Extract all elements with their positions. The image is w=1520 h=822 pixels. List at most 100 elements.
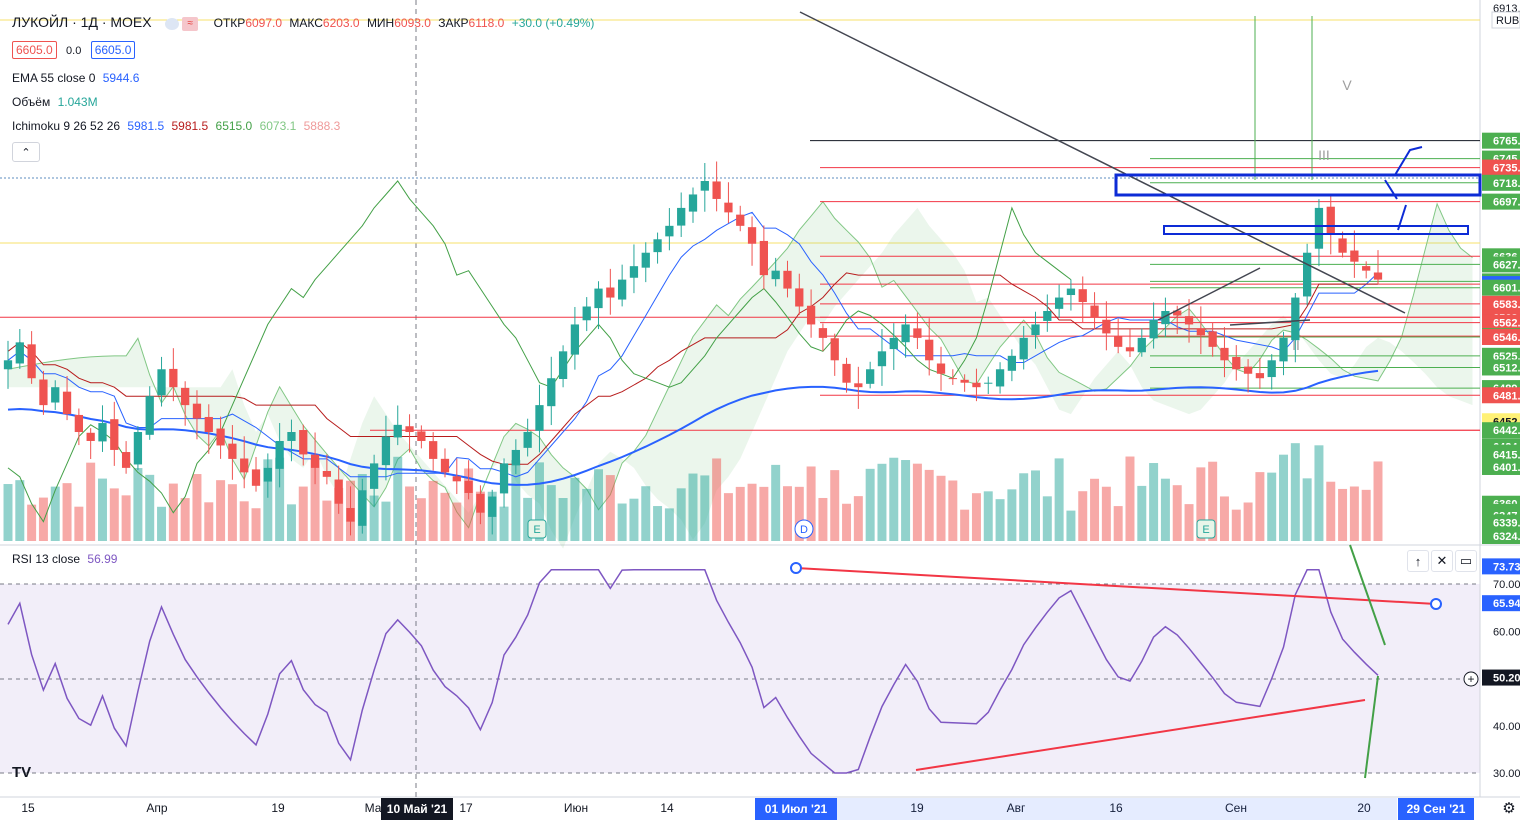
candle-body — [1078, 289, 1087, 303]
sell-price-button[interactable]: 6605.0 — [12, 41, 57, 59]
candle — [570, 306, 580, 370]
price-label-text: 6601.0 — [1493, 283, 1520, 295]
candle — [1031, 311, 1040, 349]
volume-bar — [747, 483, 757, 541]
volume-bar — [216, 480, 226, 541]
gear-icon[interactable]: ⚙ — [1502, 800, 1516, 817]
time-label: Сен — [1225, 801, 1247, 815]
volume-bar — [641, 486, 651, 541]
volume-bar — [15, 480, 25, 541]
candle — [535, 384, 544, 453]
volume-bar — [1078, 491, 1088, 541]
candle — [854, 366, 863, 409]
volume-bar — [369, 495, 379, 541]
volume-bar — [818, 497, 828, 541]
pane-move-up-button[interactable]: ↑ — [1407, 550, 1429, 572]
candle-body — [795, 288, 804, 307]
candle — [216, 416, 225, 459]
tradingview-logo-icon[interactable]: TV — [12, 764, 32, 781]
dividend-icon — [794, 519, 814, 539]
candle — [488, 489, 497, 535]
candle — [169, 348, 178, 402]
candle-body — [960, 379, 969, 383]
volume-bar — [1314, 445, 1324, 541]
rsi-label-bg — [1482, 669, 1520, 686]
candle-body — [51, 387, 60, 403]
ema-legend[interactable]: EMA 55 close 0 5944.6 — [12, 71, 139, 85]
candle — [677, 192, 686, 237]
volume-bar — [995, 499, 1005, 541]
high-label: МАКС — [289, 16, 323, 30]
candle — [240, 436, 249, 489]
price-label-text: 6718.0 — [1493, 178, 1520, 190]
price-label-text: 6735.0 — [1493, 163, 1520, 175]
ichimoku-legend[interactable]: Ichimoku 9 26 52 26 5981.5 5981.5 6515.0… — [12, 119, 340, 133]
collapse-legend-button[interactable]: ⌃ — [12, 142, 40, 162]
add-plus-button[interactable]: + — [1463, 671, 1479, 687]
rsi-pane — [7, 544, 1442, 779]
volume-bar — [1243, 502, 1253, 541]
volume-bar — [239, 501, 249, 541]
earnings-marker[interactable]: E — [1196, 519, 1216, 539]
candle — [1007, 349, 1017, 382]
volume-bar — [322, 500, 332, 541]
rsi-green-line — [1349, 544, 1386, 646]
candle-body — [488, 496, 497, 517]
candle — [889, 323, 898, 370]
candle-body — [74, 414, 83, 433]
candle-body — [1373, 272, 1383, 280]
highlight-date-label: 01 Июл '21 — [755, 798, 837, 820]
rsi-axis-label: 60.00 — [1493, 626, 1520, 638]
candle-body — [558, 351, 568, 380]
volume-bar — [960, 509, 970, 541]
candle — [712, 161, 721, 212]
wave-icon[interactable]: ≈ — [182, 16, 199, 31]
rsi-label-text: 30.00 — [1493, 768, 1520, 780]
candle — [62, 375, 72, 421]
earnings-marker[interactable]: E — [527, 519, 547, 539]
volume-bar — [298, 486, 308, 541]
change-value: +30.0 (+0.49%) — [511, 16, 595, 30]
candle — [322, 454, 332, 485]
candlesticks — [3, 161, 1383, 536]
candle — [1279, 331, 1288, 376]
dividend-marker[interactable]: D — [794, 519, 814, 539]
volume-bar — [771, 464, 781, 541]
candle-body — [440, 458, 450, 473]
time-label: Апр — [146, 801, 168, 815]
rsi-axis-label: 50.20 — [1482, 669, 1520, 686]
candle-body — [110, 419, 119, 450]
rsi-axis-label: 70.00 — [1493, 579, 1520, 591]
pane-close-button[interactable]: ✕ — [1431, 550, 1453, 572]
price-label-text: 6401.0 — [1493, 462, 1520, 474]
volume-bar — [865, 468, 875, 541]
candle-body — [1208, 331, 1217, 347]
pane-maximize-button[interactable]: ▭ — [1455, 550, 1477, 572]
volume-bar — [62, 483, 72, 541]
candle — [263, 453, 272, 498]
volume-bar — [664, 508, 674, 541]
candle — [1054, 284, 1064, 318]
candle-body — [1184, 316, 1194, 325]
volume-bar — [1113, 506, 1123, 541]
candle — [133, 426, 143, 471]
volume-bar — [1279, 454, 1289, 541]
candle-body — [972, 382, 981, 388]
rsi-legend[interactable]: RSI 13 close 56.99 — [12, 552, 117, 566]
candle-body — [1243, 366, 1253, 374]
buy-price-button[interactable]: 6605.0 — [90, 41, 136, 59]
end-date-label: 29 Сен '21 — [1398, 798, 1474, 820]
price-label-bg — [1482, 295, 1520, 312]
currency-button[interactable]: RUB — [1491, 11, 1520, 29]
candle-body — [322, 470, 332, 477]
volume-bar — [688, 473, 698, 541]
volume-label: Объём — [12, 95, 51, 109]
symbol-title[interactable]: ЛУКОЙЛ · 1Д · MOEX — [12, 14, 152, 30]
rsi-label-text: 50.20 — [1493, 673, 1520, 685]
volume-legend[interactable]: Объём 1.043M — [12, 95, 98, 109]
candle-body — [299, 430, 308, 455]
candle-body — [736, 214, 745, 226]
candle — [1043, 294, 1052, 332]
eye-icon[interactable] — [164, 17, 179, 30]
